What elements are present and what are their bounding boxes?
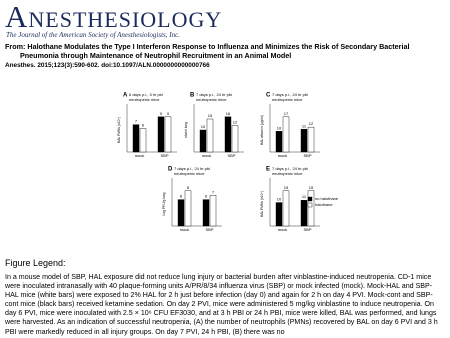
bar-count: 9 [167, 111, 170, 116]
x-tick-label: SBP [303, 153, 311, 158]
x-tick-label: SBP [205, 227, 213, 232]
panel-group: neutropenic mice [129, 97, 160, 102]
panel-label: D [168, 167, 173, 173]
bar-count: 7 [135, 119, 138, 124]
panel-time: 7 days p.i., 24 hr pbi [196, 92, 232, 97]
bar-count: 15 [309, 185, 314, 190]
bar [132, 124, 140, 153]
bar [184, 190, 192, 227]
bar [300, 199, 308, 227]
bar-count: 6 [205, 194, 208, 199]
bar-count: 8 [187, 185, 190, 190]
bar-count: 15 [284, 185, 289, 190]
bar-count: 7 [212, 189, 215, 194]
bar-count: 16 [226, 111, 231, 116]
panel-label: A [123, 93, 128, 99]
bar-count: 6 [180, 194, 183, 199]
legend-text: In a mouse model of SBP, HAL exposure di… [5, 273, 438, 336]
bar-count: 11 [302, 123, 307, 128]
y-axis-label: BAL albumin (μg/ml) [260, 115, 264, 145]
bar-count: 12 [309, 121, 314, 126]
panel-time: 7 days p.i., 24 hr pbi [272, 92, 308, 97]
bar [307, 126, 315, 153]
key-label: halothane [315, 202, 333, 207]
article-title: From: Halothane Modulates the Type I Int… [5, 42, 445, 60]
panel-label: C [266, 93, 271, 99]
legend-heading: Figure Legend: [5, 258, 66, 268]
bar-count: 10 [277, 197, 282, 202]
y-axis-label: cfu/ml lung [184, 122, 188, 138]
journal-subtitle: The Journal of the American Society of A… [6, 31, 180, 39]
x-tick-label: mock [202, 153, 212, 158]
bar-count: 12 [233, 120, 238, 125]
bar [307, 190, 315, 227]
bar-count: 10 [277, 125, 282, 130]
y-axis-label: BAL PMNs (x10⁴) [260, 191, 264, 217]
panel-label: B [190, 93, 195, 99]
bar-count: 17 [284, 111, 289, 116]
bar [164, 116, 172, 153]
bar-count: 6 [142, 123, 145, 128]
bar [282, 190, 290, 227]
bar [231, 125, 239, 153]
bar [206, 118, 214, 153]
x-tick-label: mock [278, 227, 288, 232]
bar [300, 129, 308, 153]
key-swatch [307, 196, 313, 202]
x-tick-label: mock [278, 153, 288, 158]
panel-group: neutropenic mice [272, 97, 303, 102]
panel-time: 6 days p.i., 3 hr pbi [129, 92, 163, 97]
bar [199, 129, 207, 153]
panel-time: 7 days p.i., 24 hr pbi [272, 166, 308, 171]
y-axis-label: BAL PMNs (x10⁴) [117, 117, 121, 143]
x-tick-label: mock [135, 153, 145, 158]
bar [282, 116, 290, 153]
bar-count: 9 [160, 111, 163, 116]
panel-group: neutropenic mice [174, 171, 205, 176]
bar [202, 199, 210, 227]
title-text: Halothane Modulates the Type I Interfero… [20, 42, 410, 60]
bar-count: 10 [201, 124, 206, 129]
bar [275, 131, 283, 153]
journal-logo: Anesthesiology [5, 0, 223, 34]
x-tick-label: mock [180, 227, 190, 232]
bar [139, 128, 147, 153]
panel-time: 7 days p.i., 24 hr pbi [174, 166, 210, 171]
bar [275, 202, 283, 227]
panel-group: neutropenic mice [196, 97, 227, 102]
bar [177, 199, 185, 227]
panel-group: neutropenic mice [272, 171, 303, 176]
bar [157, 116, 165, 153]
x-tick-label: SBP [160, 153, 168, 158]
bar-count: 11 [302, 194, 307, 199]
key-swatch [307, 202, 313, 208]
bar-count: 15 [208, 113, 213, 118]
from-label: From: [5, 42, 26, 51]
bar [209, 194, 217, 227]
x-tick-label: SBP [303, 227, 311, 232]
y-axis-label: Log PFU/g lung [162, 192, 166, 215]
panel-label: E [266, 167, 270, 173]
key-label: no halothane [315, 196, 339, 201]
citation: Anesthes. 2015;123(3):590-602. doi:10.10… [5, 62, 210, 69]
x-tick-label: SBP [227, 153, 235, 158]
bar [224, 116, 232, 153]
